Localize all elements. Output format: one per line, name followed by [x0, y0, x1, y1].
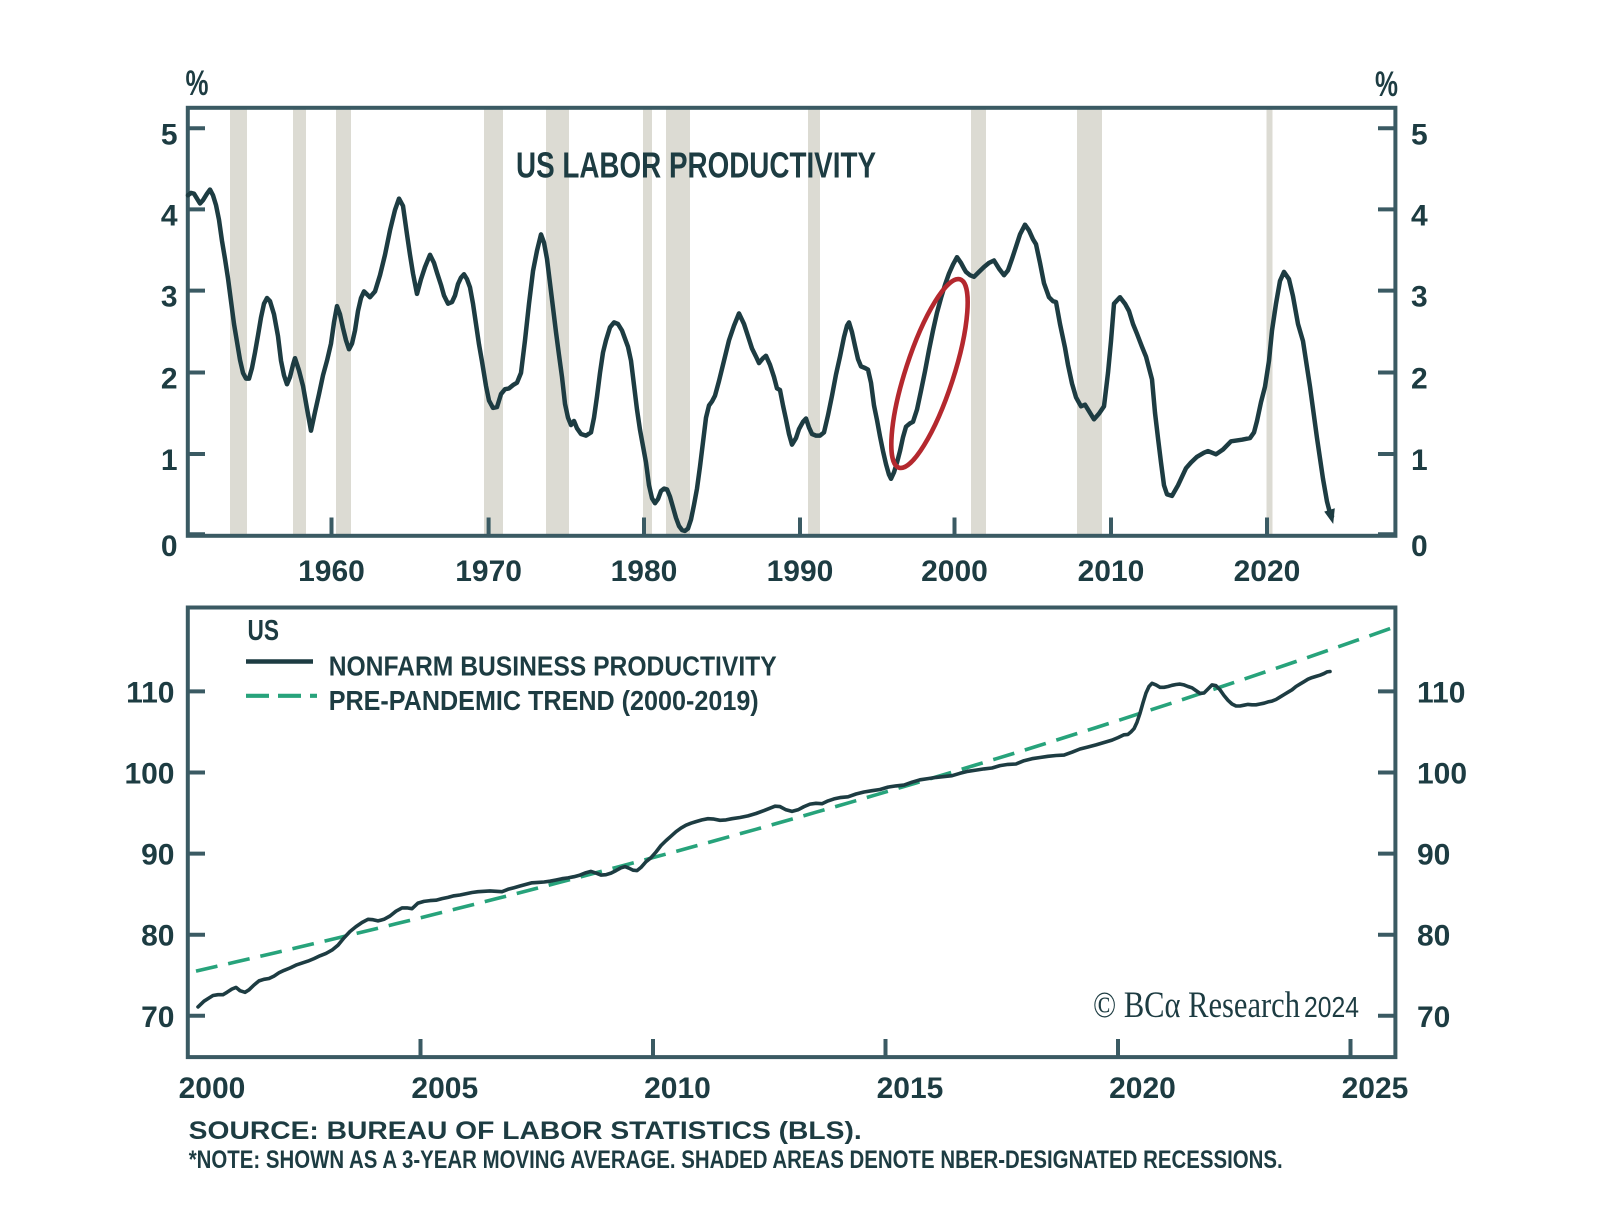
svg-text:3: 3	[1411, 281, 1428, 314]
svg-text:3: 3	[161, 281, 178, 314]
svg-text:5: 5	[161, 118, 178, 151]
svg-text:80: 80	[141, 920, 174, 953]
svg-text:2025: 2025	[1342, 1072, 1409, 1105]
svg-text:70: 70	[141, 1001, 174, 1034]
svg-text:100: 100	[1417, 758, 1467, 791]
svg-text:1980: 1980	[611, 555, 678, 588]
svg-text:PRE-PANDEMIC TREND (2000-2019): PRE-PANDEMIC TREND (2000-2019)	[329, 685, 759, 716]
svg-text:2: 2	[161, 363, 178, 396]
svg-text:0: 0	[1411, 530, 1428, 563]
svg-text:US LABOR PRODUCTIVITY: US LABOR PRODUCTIVITY	[516, 145, 876, 186]
svg-text:2015: 2015	[877, 1072, 944, 1105]
svg-text:%: %	[1375, 65, 1398, 104]
svg-text:110: 110	[126, 676, 174, 709]
svg-text:*NOTE: SHOWN AS A 3-YEAR MOVIN: *NOTE: SHOWN AS A 3-YEAR MOVING AVERAGE.…	[189, 1146, 1283, 1174]
svg-text:1970: 1970	[455, 555, 522, 588]
svg-text:%: %	[186, 64, 209, 103]
svg-text:2020: 2020	[1109, 1072, 1176, 1105]
svg-text:4: 4	[161, 199, 178, 232]
svg-text:US: US	[248, 615, 280, 647]
svg-text:NONFARM BUSINESS PRODUCTIVITY: NONFARM BUSINESS PRODUCTIVITY	[329, 650, 777, 681]
svg-text:90: 90	[1417, 839, 1450, 872]
svg-text:2010: 2010	[1078, 555, 1145, 588]
svg-text:2000: 2000	[179, 1072, 246, 1105]
svg-text:0: 0	[161, 530, 178, 563]
svg-text:90: 90	[141, 839, 174, 872]
svg-text:1990: 1990	[767, 555, 834, 588]
svg-text:2020: 2020	[1234, 555, 1301, 588]
svg-text:1: 1	[1411, 444, 1428, 477]
svg-text:110: 110	[1417, 676, 1465, 709]
svg-text:80: 80	[1417, 920, 1450, 953]
svg-text:5: 5	[1411, 118, 1428, 151]
svg-text:2005: 2005	[411, 1072, 478, 1105]
svg-text:1: 1	[161, 444, 178, 477]
svg-text:2: 2	[1411, 363, 1428, 396]
svg-text:70: 70	[1417, 1001, 1450, 1034]
svg-text:© BCα Research: © BCα Research	[1093, 985, 1300, 1026]
svg-text:4: 4	[1411, 199, 1428, 232]
svg-text:1960: 1960	[298, 555, 365, 588]
svg-text:2010: 2010	[644, 1072, 711, 1105]
svg-text:SOURCE: BUREAU OF LABOR STATIS: SOURCE: BUREAU OF LABOR STATISTICS (BLS)…	[189, 1117, 862, 1145]
svg-text:2024: 2024	[1304, 992, 1359, 1024]
svg-text:2000: 2000	[921, 555, 988, 588]
svg-text:100: 100	[124, 758, 174, 791]
